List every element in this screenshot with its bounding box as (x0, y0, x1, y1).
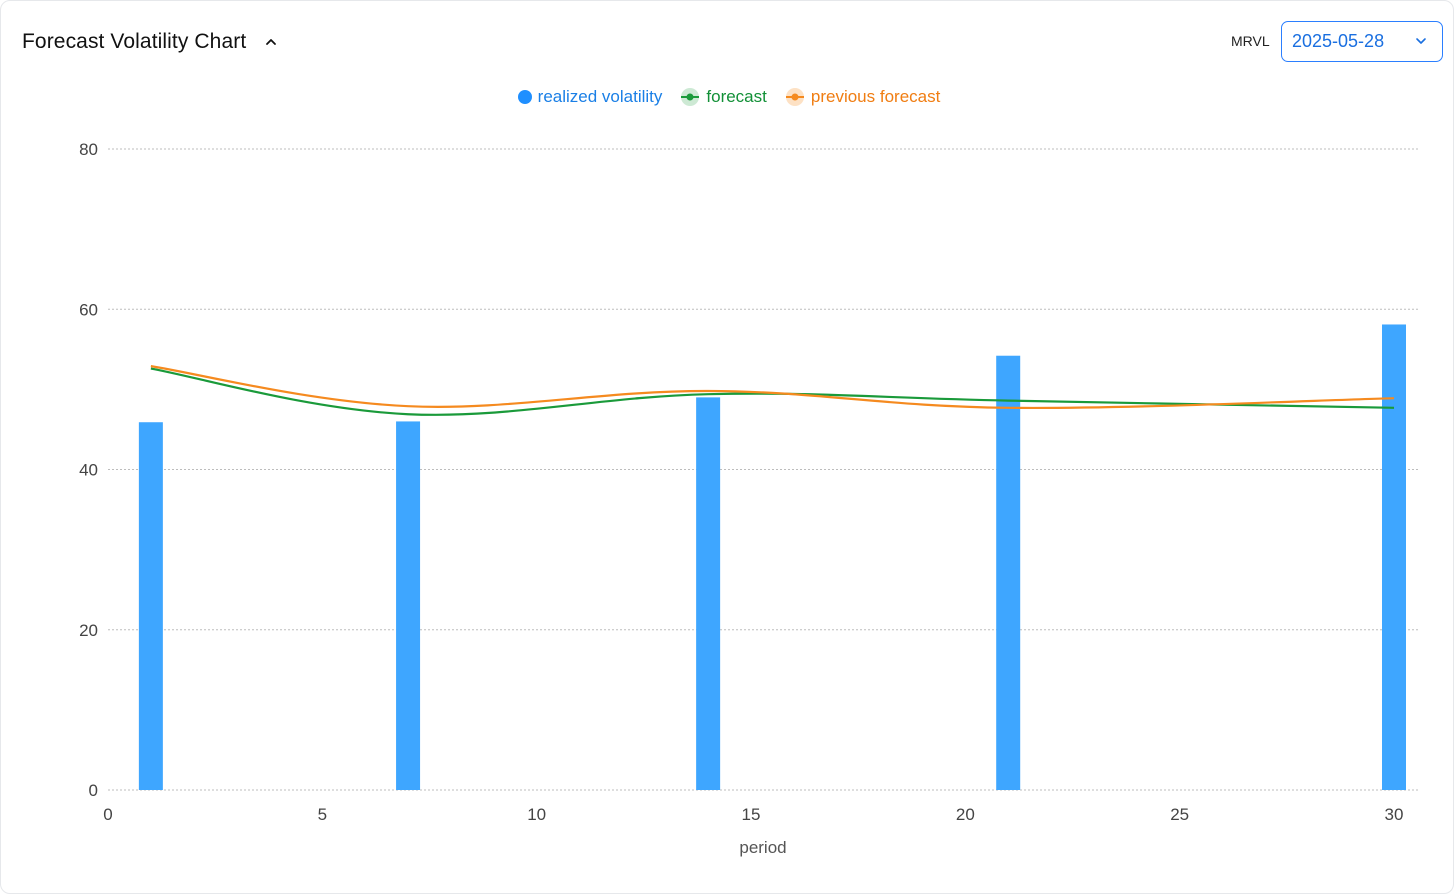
y-tick-label: 40 (79, 461, 98, 480)
bar-realized-volatility (696, 397, 721, 790)
legend-label: forecast (706, 87, 767, 106)
x-tick-label: 10 (527, 805, 546, 824)
legend-item-forecast[interactable]: forecast (680, 87, 767, 107)
y-tick-label: 80 (79, 140, 98, 159)
legend-dot-icon (517, 90, 532, 104)
x-tick-label: 5 (318, 805, 327, 824)
chart-title: Forecast Volatility Chart (22, 30, 247, 53)
x-tick-label: 25 (1170, 805, 1189, 824)
date-select-value: 2025-05-28 (1292, 31, 1385, 51)
x-tick-label: 20 (956, 805, 975, 824)
line-previous-forecast (150, 365, 1395, 410)
legend-label: realized volatility (537, 87, 663, 106)
bar-realized-volatility (396, 421, 421, 790)
legend-line-marker-icon (680, 87, 700, 107)
legend-line-marker-icon (785, 87, 805, 107)
legend-item-realized-volatility[interactable]: realized volatility (517, 87, 663, 107)
y-tick-label: 20 (79, 621, 98, 640)
legend-label: previous forecast (810, 87, 941, 106)
bar-realized-volatility (996, 355, 1021, 790)
date-select[interactable]: 2025-05-28 (1281, 21, 1443, 62)
chart-legend: realized volatility forecast previous (1, 87, 1456, 107)
legend-item-previous-forecast[interactable]: previous forecast (785, 87, 940, 107)
bar-realized-volatility (138, 422, 163, 790)
x-tick-label: 30 (1385, 805, 1404, 824)
chart-header: Forecast Volatility Chart (22, 25, 280, 59)
x-tick-label: 0 (103, 805, 112, 824)
chevron-up-icon[interactable] (262, 33, 280, 51)
x-axis-title: period (739, 838, 786, 857)
line-forecast (150, 367, 1395, 416)
x-tick-label: 15 (742, 805, 761, 824)
chevron-down-icon (1414, 34, 1428, 48)
bar-realized-volatility (1382, 324, 1406, 790)
y-tick-label: 0 (89, 781, 98, 800)
ticker-label: MRVL (1231, 33, 1270, 49)
y-tick-label: 60 (79, 300, 98, 319)
